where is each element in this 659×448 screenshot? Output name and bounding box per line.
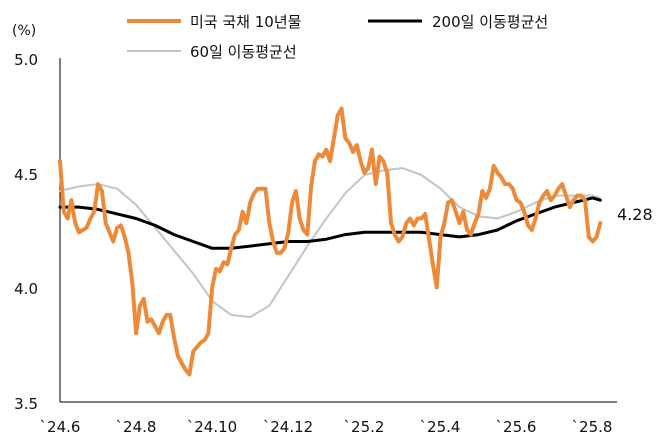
legend-label-ma200: 200일 이동평균선 xyxy=(432,13,548,31)
y-tick-label: 3.5 xyxy=(14,395,38,413)
x-tick-label: `25.2 xyxy=(344,418,385,436)
series-line-treasury-10y xyxy=(58,106,603,377)
legend-label-treasury-10y: 미국 국채 10년물 xyxy=(190,13,301,31)
x-tick-label: `25.4 xyxy=(420,418,461,436)
x-tick-label: `24.6 xyxy=(40,418,81,436)
x-tick-label: `25.8 xyxy=(572,418,613,436)
x-tick-labels: `24.6 `24.8 `24.10 `24.12 `25.2 `25.4 `2… xyxy=(40,418,613,436)
y-tick-label: 4.5 xyxy=(14,166,38,184)
x-tick-label: `25.6 xyxy=(496,418,537,436)
legend-label-ma60: 60일 이동평균선 xyxy=(190,43,297,61)
y-tick-label: 4.0 xyxy=(14,280,38,298)
end-value-label: 4.28 xyxy=(617,205,653,224)
x-tick-label: `24.12 xyxy=(263,418,313,436)
legend: 미국 국채 10년물 200일 이동평균선 60일 이동평균선 xyxy=(127,13,548,61)
y-tick-label: 5.0 xyxy=(14,51,38,69)
series-line-ma60 xyxy=(59,167,602,319)
x-tick-label: `24.10 xyxy=(187,418,237,436)
series-lines xyxy=(58,106,603,377)
y-axis-unit-label: (%) xyxy=(12,23,36,39)
y-tick-labels: 5.0 4.5 4.0 3.5 xyxy=(14,51,38,413)
series-line-ma200 xyxy=(58,196,602,250)
x-tick-label: `24.8 xyxy=(116,418,157,436)
